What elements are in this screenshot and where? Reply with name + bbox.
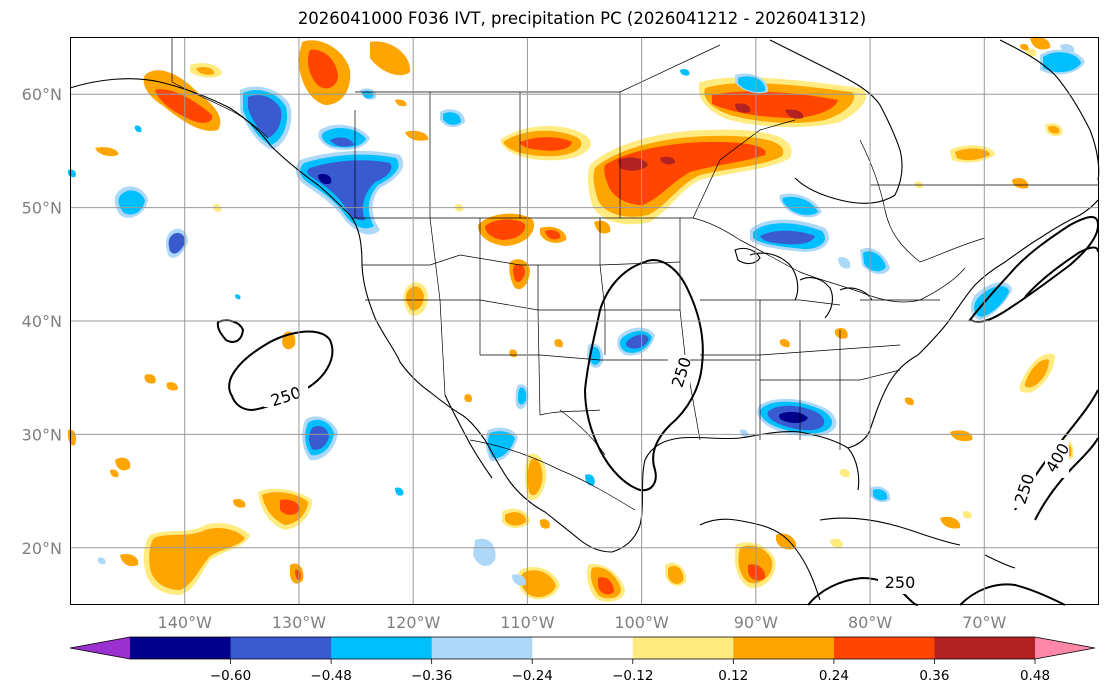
colorbar-tick-label: 0.24	[819, 668, 849, 684]
colorbar-extend-max	[1035, 637, 1095, 659]
lon-tick-label: 100°W	[614, 613, 669, 632]
lon-tick-label: 70°W	[962, 613, 1006, 632]
lat-tick-label: 20°N	[22, 539, 62, 558]
map-gridlines	[70, 37, 1099, 605]
colorbar-segment	[632, 637, 734, 659]
colorbar-segment	[833, 637, 935, 659]
lon-tick-label: 120°W	[386, 613, 441, 632]
colorbar-outline	[69, 636, 1096, 660]
colorbar-tick-label: −0.60	[210, 668, 251, 684]
map-frame	[70, 37, 1099, 605]
ivt-contour-labels: 250 250 250 250 400	[264, 355, 1073, 594]
lat-tick-label: 50°N	[22, 199, 62, 218]
colorbar-segment	[230, 637, 332, 659]
colorbar-tick-label: 0.12	[718, 668, 748, 684]
colorbar-extend-min	[70, 637, 130, 659]
colorbar-tick-label: 0.48	[1020, 668, 1050, 684]
colorbar-tick-label: −0.36	[411, 668, 452, 684]
colorbar-tick-label: −0.48	[310, 668, 351, 684]
colorbar: −0.60 −0.48 −0.36 −0.24 −0.12 0.12 0.24 0.36 0.4…	[69, 636, 1096, 684]
map-title: 2026041000 F036 IVT, precipitation PC (2…	[297, 9, 867, 28]
latitude-labels: 60°N 50°N 40°N 30°N 20°N	[22, 85, 62, 558]
longitude-labels: 140°W 130°W 120°W 110°W 100°W 90°W 80°W 70°W	[158, 613, 1007, 632]
colorbar-segment	[130, 637, 232, 659]
colorbar-segment	[532, 637, 634, 659]
colorbar-tick-label: 0.36	[919, 668, 949, 684]
lon-tick-label: 140°W	[158, 613, 213, 632]
colorbar-segment	[431, 637, 533, 659]
political-boundaries	[171, 38, 1098, 511]
colorbar-segment	[331, 637, 433, 659]
svg-text:250: 250	[885, 573, 916, 592]
lon-tick-label: 90°W	[734, 613, 778, 632]
lon-tick-label: 110°W	[500, 613, 555, 632]
lat-tick-label: 60°N	[22, 85, 62, 104]
colorbar-segment	[733, 637, 835, 659]
lon-tick-label: 80°W	[848, 613, 892, 632]
coastlines	[69, 39, 1100, 601]
lat-tick-label: 30°N	[22, 425, 62, 444]
colorbar-tick-label: −0.12	[612, 668, 653, 684]
precipitation-anomaly-fields	[67, 36, 1085, 602]
colorbar-tick-label: −0.24	[512, 668, 553, 684]
ivt-contours	[216, 216, 1100, 606]
colorbar-segment	[934, 637, 1036, 659]
lat-tick-label: 40°N	[22, 312, 62, 331]
lon-tick-label: 130°W	[272, 613, 327, 632]
